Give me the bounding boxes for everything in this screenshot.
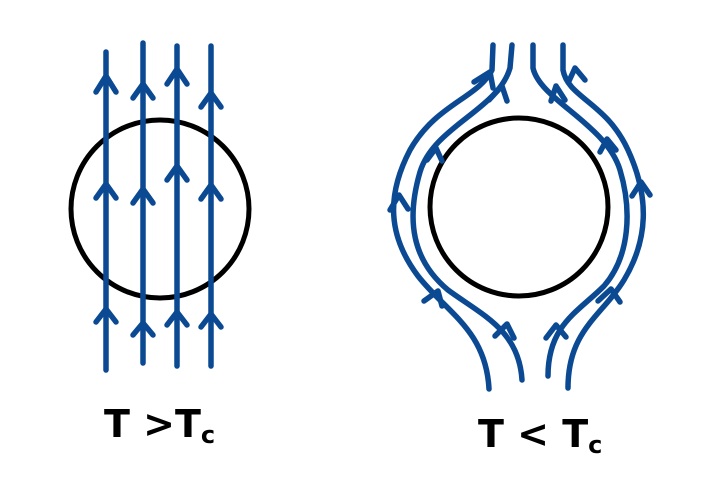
arrowhead [198,90,224,110]
arrowhead [164,309,190,328]
normal-state-label: T >Tc [104,402,216,449]
arrowhead [93,181,119,201]
arrowhead [130,186,156,206]
label-main-text: T >T [104,402,201,446]
arrowhead [198,182,224,202]
arrowhead [130,320,156,338]
right-panel [387,42,653,392]
arrowhead [486,83,510,104]
arrowhead [130,81,156,101]
field-line [560,42,646,391]
arrowhead [164,66,190,87]
label-subscript: c [588,431,603,459]
left-panel [68,40,252,373]
label-main-text: T < T [478,412,589,456]
arrowhead [198,311,224,330]
field-line [410,42,525,383]
left-sample-circle [68,117,252,301]
arrowhead [387,192,411,213]
arrowhead [471,69,496,91]
arrowhead [597,136,619,155]
arrowhead [595,286,623,305]
right-sample-circle [427,115,611,299]
arrowhead [164,163,190,183]
arrowhead [93,73,119,95]
arrowhead [566,65,588,84]
field-line [390,42,496,392]
arrowhead [492,321,517,341]
superconducting-state-label: T < Tc [478,412,603,459]
arrowhead [543,322,569,341]
field-line [530,42,630,379]
arrowhead [548,83,568,104]
arrowhead [93,306,119,325]
arrowhead [424,145,445,164]
arrowhead [421,288,445,309]
arrowhead [629,179,653,199]
label-subscript: c [200,421,216,449]
